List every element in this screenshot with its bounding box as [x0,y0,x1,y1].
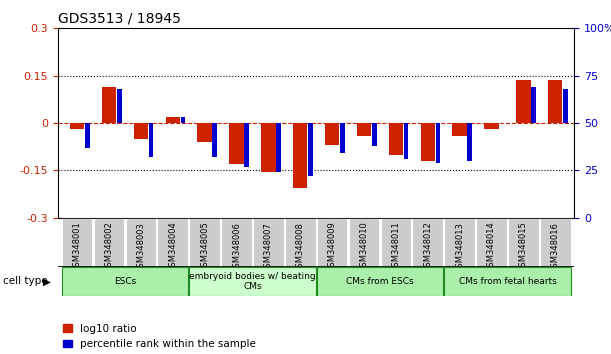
Bar [531,87,536,123]
Text: GDS3513 / 18945: GDS3513 / 18945 [58,12,181,26]
Text: GSM348014: GSM348014 [487,222,496,273]
Bar [70,123,84,129]
Bar [229,123,244,164]
Text: CMs from ESCs: CMs from ESCs [346,277,414,286]
Text: ▶: ▶ [43,276,51,286]
Bar [158,218,188,267]
Bar [213,123,218,157]
Bar [444,218,475,267]
Text: ESCs: ESCs [114,277,136,286]
Bar [436,123,441,163]
Text: GSM348012: GSM348012 [423,222,432,273]
Bar [467,123,472,161]
Bar [85,123,90,148]
Legend: log10 ratio, percentile rank within the sample: log10 ratio, percentile rank within the … [64,324,256,349]
Text: GSM348011: GSM348011 [392,222,400,273]
Bar [262,123,276,172]
Text: GSM348015: GSM348015 [519,222,528,273]
Bar [308,123,313,176]
Text: GSM348013: GSM348013 [455,222,464,273]
Bar [381,218,411,267]
Bar [540,218,571,267]
Bar [62,267,188,296]
Text: GSM348004: GSM348004 [168,222,177,273]
Bar [102,87,116,123]
Bar [548,80,562,123]
Bar [244,123,249,167]
Bar [285,218,315,267]
Bar [276,123,281,172]
Text: GSM348005: GSM348005 [200,222,209,273]
Bar [325,123,339,145]
Text: GSM348007: GSM348007 [264,222,273,273]
Bar [134,123,148,139]
Bar [62,218,92,267]
Text: GSM348006: GSM348006 [232,222,241,273]
Bar [476,218,507,267]
Bar [93,218,124,267]
Text: GSM348003: GSM348003 [136,222,145,273]
Bar [340,123,345,153]
Bar [349,218,379,267]
Bar [317,218,348,267]
Bar [508,218,539,267]
Bar [372,123,376,146]
Bar [189,267,315,296]
Bar [126,218,156,267]
Bar [516,80,530,123]
Bar [197,123,212,142]
Text: GSM348001: GSM348001 [73,222,82,273]
Bar [221,218,252,267]
Text: embryoid bodies w/ beating
CMs: embryoid bodies w/ beating CMs [189,272,316,291]
Bar [293,123,307,188]
Text: GSM348002: GSM348002 [104,222,114,273]
Text: cell type: cell type [3,276,48,286]
Bar [389,123,403,155]
Bar [412,218,443,267]
Bar [452,123,467,136]
Text: GSM348010: GSM348010 [359,222,368,273]
Text: GSM348008: GSM348008 [296,222,305,273]
Bar [420,123,435,161]
Bar [404,123,409,159]
Bar [181,117,185,123]
Bar [253,218,284,267]
Bar [485,123,499,129]
Bar [148,123,153,157]
Text: GSM348016: GSM348016 [551,222,560,273]
Bar [166,117,180,123]
Bar [444,267,571,296]
Bar [357,123,371,136]
Text: GSM348009: GSM348009 [327,222,337,273]
Bar [563,89,568,123]
Text: CMs from fetal hearts: CMs from fetal hearts [458,277,556,286]
Bar [317,267,443,296]
Bar [189,218,220,267]
Bar [117,89,122,123]
